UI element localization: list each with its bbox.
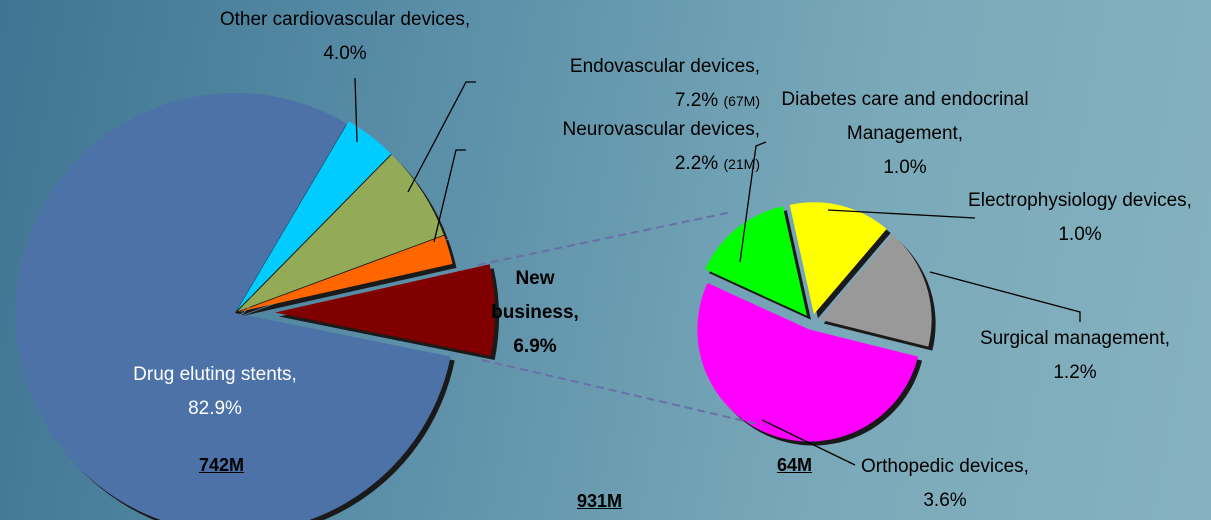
data-label: Endovascular devices, 7.2% (67M) <box>440 50 760 118</box>
value-label: 82.9% <box>188 398 242 419</box>
value-label: 7.2% <box>674 90 719 111</box>
value-label: 4.0% <box>323 43 367 64</box>
slice <box>697 282 919 442</box>
slice <box>15 93 451 520</box>
connector <box>477 211 733 266</box>
leader-line <box>407 81 476 193</box>
slice <box>236 121 392 311</box>
pies <box>15 93 936 520</box>
total-label: 64M <box>777 455 813 475</box>
data-label: New business, 6.9% <box>470 262 600 364</box>
data-label: Other cardiovascular devices, 4.0% <box>205 3 485 71</box>
annotation: (21M) <box>723 156 760 172</box>
slice <box>237 154 444 312</box>
value-label: 2.2% <box>674 153 719 174</box>
leader-lines <box>354 77 1081 466</box>
value-label: 1.2% <box>1053 362 1097 383</box>
category-label: Orthopedic devices, <box>861 456 1029 477</box>
value-label: 1.0% <box>883 157 927 178</box>
leader-line <box>761 419 856 466</box>
data-label: Electrophysiology devices, 1.0% <box>960 184 1200 252</box>
leader-line <box>354 77 358 143</box>
slice <box>274 264 495 357</box>
slice <box>819 234 932 347</box>
category-label: Surgical management, <box>979 328 1171 349</box>
data-label: Orthopedic devices, 3.6% <box>830 450 1060 518</box>
data-label: Surgical management, 1.2% <box>940 322 1210 390</box>
category-label: New business, <box>491 268 579 323</box>
category-label: Diabetes care and endocrinal Management, <box>781 89 1029 144</box>
value-label: 6.9% <box>513 336 557 357</box>
data-label: Neurovascular devices, 2.2% (21M) <box>440 113 760 181</box>
total-label: 742M <box>199 455 245 475</box>
leader-line <box>929 271 1081 322</box>
value-label: 3.6% <box>923 490 967 511</box>
slice <box>237 235 453 313</box>
slice <box>705 206 807 316</box>
connectors <box>477 211 763 426</box>
leader-line <box>827 209 976 219</box>
annotation: (67M) <box>723 93 760 109</box>
total-label: 931M <box>577 491 623 511</box>
category-label: Other cardiovascular devices, <box>219 9 471 30</box>
category-label: Endovascular devices, <box>569 56 760 77</box>
slice <box>789 202 887 315</box>
category-label: Drug eluting stents, <box>133 364 297 385</box>
connector <box>481 359 763 426</box>
data-label: Drug eluting stents, 82.9% <box>60 358 370 426</box>
data-label: Diabetes care and endocrinal Management,… <box>760 83 1050 185</box>
value-label: 1.0% <box>1058 224 1102 245</box>
category-label: Electrophysiology devices, <box>968 190 1192 211</box>
leader-line <box>739 141 767 263</box>
category-label: Neurovascular devices, <box>562 119 760 140</box>
leader-line <box>433 149 466 243</box>
